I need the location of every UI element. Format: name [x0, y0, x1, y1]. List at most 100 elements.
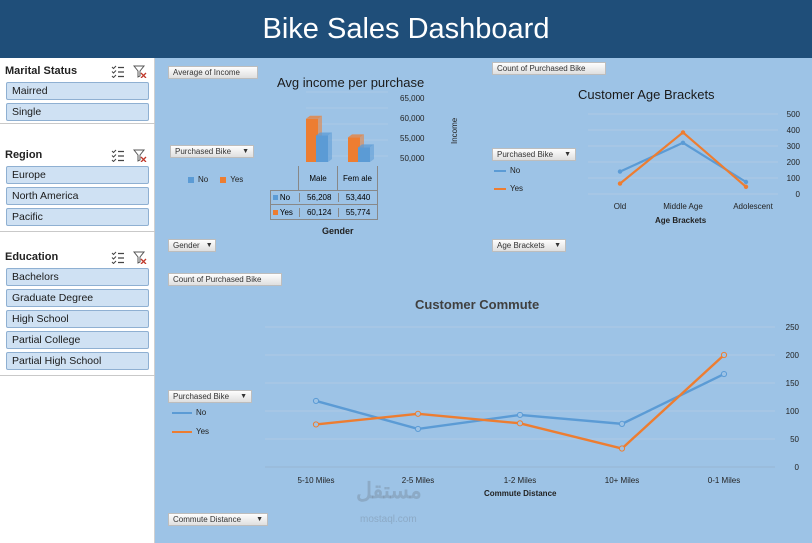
- commute-point-no: [312, 397, 320, 405]
- income-x-axis-label: Gender: [322, 226, 354, 236]
- age-legend-yes: Yes: [494, 184, 523, 193]
- legend-swatch-yes: [273, 209, 278, 215]
- commute-point-no: [516, 411, 524, 419]
- slicer-panel: Marital Status Mairred Single Region Eur…: [0, 58, 155, 543]
- income-bar-side: [328, 132, 332, 162]
- slicer-item-north-america[interactable]: North America: [6, 187, 149, 205]
- slicer-item-europe[interactable]: Europe: [6, 166, 149, 184]
- slicer-title: Region: [5, 149, 43, 161]
- table-col-header: Fem ale: [338, 166, 378, 190]
- commute-x-tick: 2-5 Miles: [402, 476, 434, 485]
- commute-point-no: [414, 425, 422, 433]
- income-bar-top: [316, 132, 332, 136]
- slicer-item-single[interactable]: Single: [6, 103, 149, 121]
- multi-select-icon[interactable]: [111, 149, 125, 162]
- slicer-header: Education: [0, 246, 155, 268]
- watermark-logo: مستقل: [356, 478, 422, 503]
- dropdown-arrow-icon: ▼: [242, 148, 249, 155]
- clear-filter-icon[interactable]: [133, 251, 147, 264]
- multi-select-icon[interactable]: [111, 251, 125, 264]
- table-row: Yes 60,124 55,774: [270, 205, 378, 220]
- dropdown-arrow-icon: ▼: [564, 151, 571, 158]
- age-y-tick: 500: [787, 110, 801, 119]
- commute-point-yes: [516, 420, 524, 427]
- age-y-tick: 300: [787, 142, 801, 151]
- commute-y-tick: 150: [786, 379, 800, 388]
- age-y-tick: 0: [796, 190, 801, 199]
- age-x-axis-label: Age Brackets: [655, 216, 707, 225]
- legend-swatch-no: [172, 411, 192, 414]
- average-of-income-button[interactable]: Average of Income: [168, 66, 258, 79]
- commute-point-yes: [414, 410, 422, 417]
- slicer-item-bachelors[interactable]: Bachelors: [6, 268, 149, 286]
- income-bar-yes-female: [348, 137, 360, 162]
- income-bar-side: [370, 144, 374, 162]
- slicer-item-graduate-degree[interactable]: Graduate Degree: [6, 289, 149, 307]
- slicer-title: Marital Status: [5, 65, 78, 77]
- age-y-tick: 400: [787, 126, 801, 135]
- slicer-item-partial-high-school[interactable]: Partial High School: [6, 352, 149, 370]
- income-bar-no-male: [316, 135, 328, 162]
- legend-swatch-yes: [172, 430, 192, 433]
- slicer-item-mairred[interactable]: Mairred: [6, 82, 149, 100]
- legend-swatch-yes: [494, 187, 506, 190]
- slicer-item-pacific[interactable]: Pacific: [6, 208, 149, 226]
- age-point-yes: [617, 181, 623, 186]
- slicer-header: Marital Status: [0, 60, 155, 82]
- slicer-title: Education: [5, 251, 59, 263]
- age-chart-title: Customer Age Brackets: [578, 87, 715, 102]
- age-line-no: [619, 141, 747, 183]
- age-point-yes: [680, 130, 686, 135]
- y-tick: 60,000: [400, 114, 425, 123]
- income-data-table: Male Fem ale No 56,208 53,440 Yes 60,124…: [270, 166, 378, 221]
- commute-x-tick: 1-2 Miles: [504, 476, 536, 485]
- commute-distance-axis-button[interactable]: Commute Distance ▼: [168, 513, 268, 526]
- y-tick: 55,000: [400, 134, 425, 143]
- commute-y-tick: 250: [786, 323, 800, 332]
- commute-legend-yes: Yes: [172, 427, 209, 436]
- watermark-text: mostaql.com: [360, 514, 417, 525]
- purchased-bike-filter-button[interactable]: Purchased Bike ▼: [170, 145, 254, 158]
- purchased-bike-filter-button[interactable]: Purchased Bike ▼: [492, 148, 576, 161]
- dashboard-header: Bike Sales Dashboard: [0, 0, 812, 58]
- age-point-yes: [743, 184, 749, 189]
- marital-status-slicer: Marital Status Mairred Single: [0, 60, 155, 124]
- slicer-item-partial-college[interactable]: Partial College: [6, 331, 149, 349]
- commute-chart-title: Customer Commute: [415, 297, 540, 312]
- dropdown-arrow-icon: ▼: [256, 516, 263, 523]
- income-legend: No Yes: [188, 175, 243, 184]
- age-brackets-axis-button[interactable]: Age Brackets ▼: [492, 239, 566, 252]
- gender-axis-button[interactable]: Gender ▼: [168, 239, 216, 252]
- dropdown-arrow-icon: ▼: [205, 242, 213, 249]
- income-bar-top: [358, 144, 374, 148]
- commute-x-axis-label: Commute Distance: [484, 489, 557, 498]
- commute-point-yes: [618, 445, 626, 452]
- purchased-bike-filter-button[interactable]: Purchased Bike ▼: [168, 390, 252, 403]
- age-x-tick: Middle Age: [663, 202, 703, 211]
- education-slicer: Education Bachelors Graduate Degree High…: [0, 246, 155, 376]
- commute-x-tick: 10+ Miles: [605, 476, 639, 485]
- count-of-purchased-bike-button[interactable]: Count of Purchased Bike: [168, 273, 282, 286]
- count-of-purchased-bike-button[interactable]: Count of Purchased Bike: [492, 62, 606, 75]
- clear-filter-icon[interactable]: [133, 149, 147, 162]
- income-bar-yes-male: [306, 118, 318, 162]
- age-x-tick: Old: [614, 202, 626, 211]
- commute-point-yes: [312, 421, 320, 428]
- commute-x-tick: 5-10 Miles: [298, 476, 335, 485]
- slicer-item-high-school[interactable]: High School: [6, 310, 149, 328]
- legend-swatch-no: [273, 195, 278, 200]
- table-row: No 56,208 53,440: [270, 190, 378, 205]
- table-col-header: Male: [298, 166, 338, 190]
- legend-swatch-yes: [220, 176, 227, 183]
- income-bar-top: [306, 115, 322, 119]
- legend-swatch-no: [188, 176, 194, 183]
- age-x-tick: Adolescent: [733, 202, 773, 211]
- age-point-no: [743, 179, 749, 185]
- income-bar-no-female: [358, 147, 370, 162]
- multi-select-icon[interactable]: [111, 65, 125, 78]
- income-bar-top: [348, 134, 364, 138]
- commute-y-tick: 200: [786, 351, 800, 360]
- commute-point-yes: [720, 351, 728, 359]
- clear-filter-icon[interactable]: [133, 65, 147, 78]
